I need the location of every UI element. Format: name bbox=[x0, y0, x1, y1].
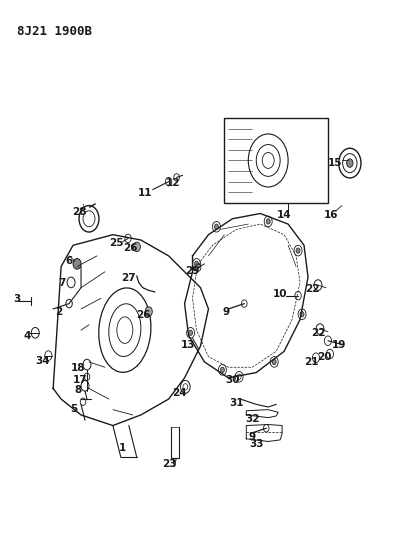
Text: 9: 9 bbox=[222, 306, 229, 317]
Text: 30: 30 bbox=[225, 375, 240, 385]
Text: 28: 28 bbox=[72, 207, 86, 217]
Text: 4: 4 bbox=[24, 332, 31, 342]
Text: 13: 13 bbox=[180, 340, 195, 350]
Text: 26: 26 bbox=[124, 243, 138, 253]
Text: 6: 6 bbox=[65, 256, 73, 266]
Text: 34: 34 bbox=[36, 356, 50, 366]
Circle shape bbox=[133, 242, 140, 252]
Text: 22: 22 bbox=[306, 284, 320, 294]
Text: 26: 26 bbox=[136, 310, 151, 320]
Text: 3: 3 bbox=[14, 294, 21, 304]
Circle shape bbox=[266, 219, 270, 224]
Text: 24: 24 bbox=[172, 387, 187, 398]
Text: 8J21 1900B: 8J21 1900B bbox=[17, 25, 92, 38]
Text: 1: 1 bbox=[119, 443, 126, 453]
Circle shape bbox=[272, 359, 276, 365]
Circle shape bbox=[145, 307, 152, 317]
Text: 20: 20 bbox=[318, 352, 332, 361]
Text: 7: 7 bbox=[58, 278, 66, 288]
Text: 15: 15 bbox=[328, 158, 342, 168]
Text: 17: 17 bbox=[73, 375, 87, 385]
Text: 2: 2 bbox=[55, 306, 62, 317]
Text: 18: 18 bbox=[71, 364, 85, 373]
Text: 5: 5 bbox=[71, 403, 78, 414]
Text: 22: 22 bbox=[311, 328, 325, 338]
Text: 10: 10 bbox=[273, 289, 288, 299]
Circle shape bbox=[296, 248, 300, 253]
Text: 12: 12 bbox=[165, 177, 180, 188]
Text: 32: 32 bbox=[245, 414, 259, 424]
Text: 33: 33 bbox=[249, 439, 263, 449]
Text: 25: 25 bbox=[109, 238, 124, 248]
Circle shape bbox=[300, 312, 304, 317]
Text: 27: 27 bbox=[121, 273, 135, 283]
Bar bbox=[225, 118, 328, 203]
Text: 8: 8 bbox=[74, 384, 81, 394]
Circle shape bbox=[73, 259, 81, 269]
Text: 14: 14 bbox=[277, 209, 292, 220]
Circle shape bbox=[188, 330, 192, 335]
Circle shape bbox=[194, 261, 198, 266]
Circle shape bbox=[221, 367, 225, 373]
Text: 16: 16 bbox=[324, 209, 338, 220]
Text: 31: 31 bbox=[229, 398, 243, 408]
Text: 19: 19 bbox=[332, 340, 346, 350]
Circle shape bbox=[215, 224, 219, 229]
Text: 9: 9 bbox=[249, 432, 256, 442]
Text: 21: 21 bbox=[304, 357, 318, 367]
Text: 23: 23 bbox=[162, 459, 177, 469]
Circle shape bbox=[346, 159, 353, 167]
Text: 11: 11 bbox=[138, 188, 153, 198]
Text: 29: 29 bbox=[185, 266, 200, 276]
